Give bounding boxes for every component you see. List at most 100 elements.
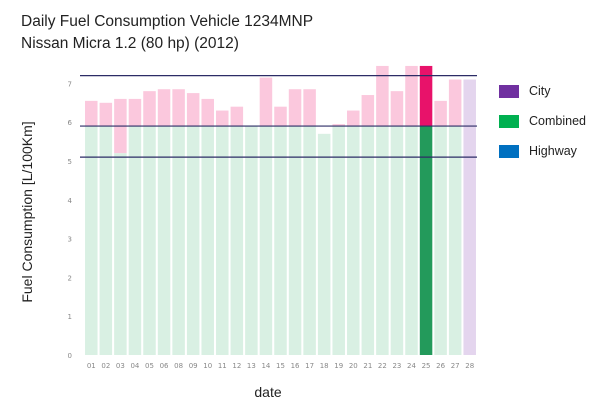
bar-city-06[interactable] (157, 89, 171, 127)
bars (85, 65, 476, 356)
x-tick-label: 06 (160, 362, 169, 370)
bar-city-25[interactable] (419, 65, 433, 127)
x-tick-label: 11 (218, 362, 227, 370)
bar-combined-18[interactable] (317, 133, 331, 355)
bar-city-05[interactable] (143, 91, 156, 127)
bar-combined-26[interactable] (434, 126, 447, 355)
bar-combined-24[interactable] (405, 126, 418, 355)
y-axis-ticks: 0 1 2 3 4 5 6 7 (68, 80, 73, 360)
x-tick-label: 23 (392, 362, 401, 370)
bar-city-28[interactable] (463, 79, 476, 356)
bar-combined-10[interactable] (201, 126, 214, 355)
bar-combined-20[interactable] (347, 126, 360, 355)
bar-city-01[interactable] (85, 100, 98, 127)
y-tick-label: 1 (68, 313, 72, 321)
x-tick-label: 08 (174, 362, 183, 370)
bar-combined-14[interactable] (259, 126, 273, 355)
bar-city-14[interactable] (259, 77, 273, 127)
legend-swatch-combined (499, 114, 519, 128)
bar-combined-25[interactable] (419, 126, 433, 355)
bar-combined-02[interactable] (99, 126, 113, 355)
bar-city-17[interactable] (303, 89, 316, 127)
bar-combined-04[interactable] (128, 126, 142, 355)
bar-city-16[interactable] (288, 89, 302, 127)
bar-combined-06[interactable] (157, 126, 171, 355)
bar-combined-08[interactable] (172, 126, 185, 355)
x-tick-label: 14 (261, 362, 270, 370)
legend-item-highway[interactable]: Highway (499, 136, 586, 166)
bar-city-10[interactable] (201, 98, 214, 127)
bar-city-21[interactable] (361, 95, 375, 127)
bar-city-11[interactable] (216, 110, 229, 127)
bar-city-19[interactable] (332, 124, 345, 127)
legend-swatch-highway (499, 144, 519, 158)
legend-item-city[interactable]: City (499, 76, 586, 106)
bar-city-09[interactable] (186, 93, 200, 127)
y-tick-label: 0 (68, 352, 72, 360)
x-tick-label: 03 (116, 362, 125, 370)
y-tick-label: 2 (68, 274, 72, 282)
chart-title: Daily Fuel Consumption Vehicle 1234MNP (21, 13, 314, 30)
x-axis-ticks: 01 02 03 04 05 06 08 09 10 11 12 13 14 15 16 17 18 19 20 21… (87, 362, 474, 370)
legend: City Combined Highway (499, 76, 586, 166)
x-tick-label: 05 (145, 362, 154, 370)
bar-combined-17[interactable] (303, 126, 316, 355)
x-tick-label: 21 (363, 362, 372, 370)
x-tick-label: 25 (422, 362, 431, 370)
bar-combined-13[interactable] (245, 126, 258, 355)
legend-label-city: City (529, 84, 551, 98)
legend-label-highway: Highway (529, 144, 577, 158)
bar-combined-22[interactable] (376, 126, 389, 355)
bar-city-27[interactable] (448, 79, 462, 127)
x-tick-label: 02 (101, 362, 110, 370)
bar-combined-09[interactable] (186, 126, 200, 355)
y-tick-label: 6 (68, 119, 73, 127)
bar-city-26[interactable] (434, 100, 447, 127)
bar-city-12[interactable] (230, 106, 244, 127)
bar-combined-23[interactable] (390, 126, 404, 355)
legend-label-combined: Combined (529, 114, 586, 128)
bar-combined-19[interactable] (332, 126, 345, 355)
legend-item-combined[interactable]: Combined (499, 106, 586, 136)
x-tick-label: 24 (407, 362, 416, 370)
bar-combined-11[interactable] (216, 126, 229, 355)
bar-combined-15[interactable] (274, 126, 287, 355)
bar-city-24[interactable] (405, 65, 418, 127)
bar-city-22[interactable] (376, 65, 389, 127)
x-tick-label: 20 (349, 362, 358, 370)
x-tick-label: 10 (203, 362, 212, 370)
bar-city-08[interactable] (172, 89, 185, 127)
x-tick-label: 27 (451, 362, 460, 370)
y-tick-label: 7 (68, 80, 72, 88)
x-tick-label: 01 (87, 362, 96, 370)
x-tick-label: 16 (291, 362, 300, 370)
y-tick-label: 4 (68, 197, 73, 205)
y-tick-label: 3 (68, 236, 72, 244)
bar-combined-12[interactable] (230, 126, 244, 355)
bar-combined-21[interactable] (361, 126, 375, 355)
bar-combined-16[interactable] (288, 126, 302, 355)
bar-combined-01[interactable] (85, 126, 98, 355)
x-tick-label: 18 (320, 362, 329, 370)
bar-city-04[interactable] (128, 98, 142, 127)
legend-swatch-city (499, 84, 519, 98)
x-tick-label: 26 (436, 362, 445, 370)
bar-city-15[interactable] (274, 106, 287, 127)
chart-subtitle: Nissan Micra 1.2 (80 hp) (2012) (21, 35, 239, 52)
bar-city-02[interactable] (99, 102, 113, 127)
x-tick-label: 15 (276, 362, 285, 370)
x-tick-label: 28 (465, 362, 474, 370)
y-axis-label: Fuel Consumption [L/100Km] (19, 121, 35, 302)
bar-combined-27[interactable] (448, 126, 462, 355)
x-tick-label: 04 (130, 362, 139, 370)
bar-city-20[interactable] (347, 110, 360, 127)
bar-combined-05[interactable] (143, 126, 156, 355)
bar-combined-03[interactable] (114, 153, 127, 355)
bar-city-23[interactable] (390, 91, 404, 127)
x-tick-label: 13 (247, 362, 256, 370)
reference-lines (80, 75, 477, 158)
x-tick-label: 22 (378, 362, 387, 370)
x-tick-label: 12 (232, 362, 241, 370)
x-tick-label: 17 (305, 362, 314, 370)
